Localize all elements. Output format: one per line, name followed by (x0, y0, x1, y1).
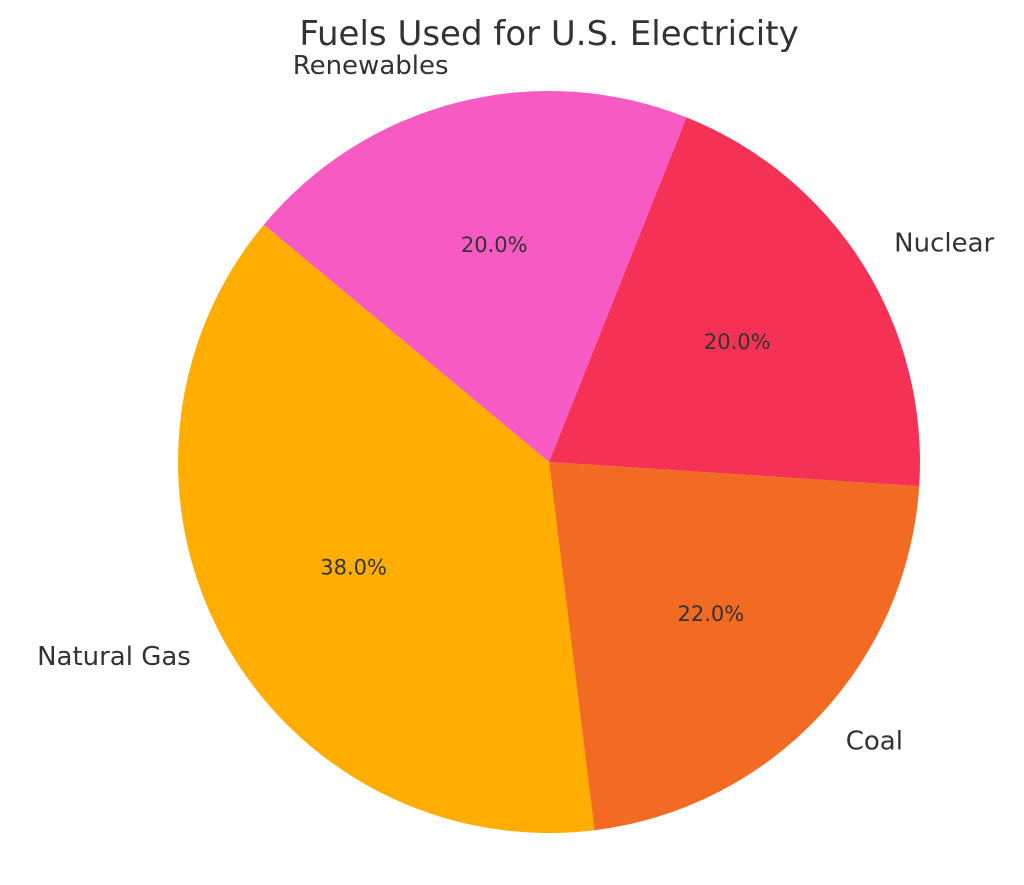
pie-slice-coal (549, 462, 920, 831)
pie-slice-nuclear (549, 117, 921, 487)
slice-percent-coal: 22.0% (678, 602, 745, 626)
pie-slice-natural-gas (178, 224, 595, 833)
slice-label-coal: Coal (846, 727, 903, 757)
pie-slices (178, 90, 921, 833)
slice-percent-renewables: 20.0% (461, 233, 528, 257)
pie-slice-renewables (263, 90, 687, 462)
chart-title: Fuels Used for U.S. Electricity (299, 14, 798, 54)
slice-label-renewables: Renewables (293, 51, 449, 81)
slice-percent-nuclear: 20.0% (704, 330, 771, 354)
slice-label-nuclear: Nuclear (894, 229, 994, 259)
slice-label-natural-gas: Natural Gas (37, 642, 191, 672)
pie-labels: Nuclear 20.0% Renewables 20.0% Natural Gas 38… (37, 51, 994, 757)
slice-percent-natural-gas: 38.0% (320, 556, 387, 580)
